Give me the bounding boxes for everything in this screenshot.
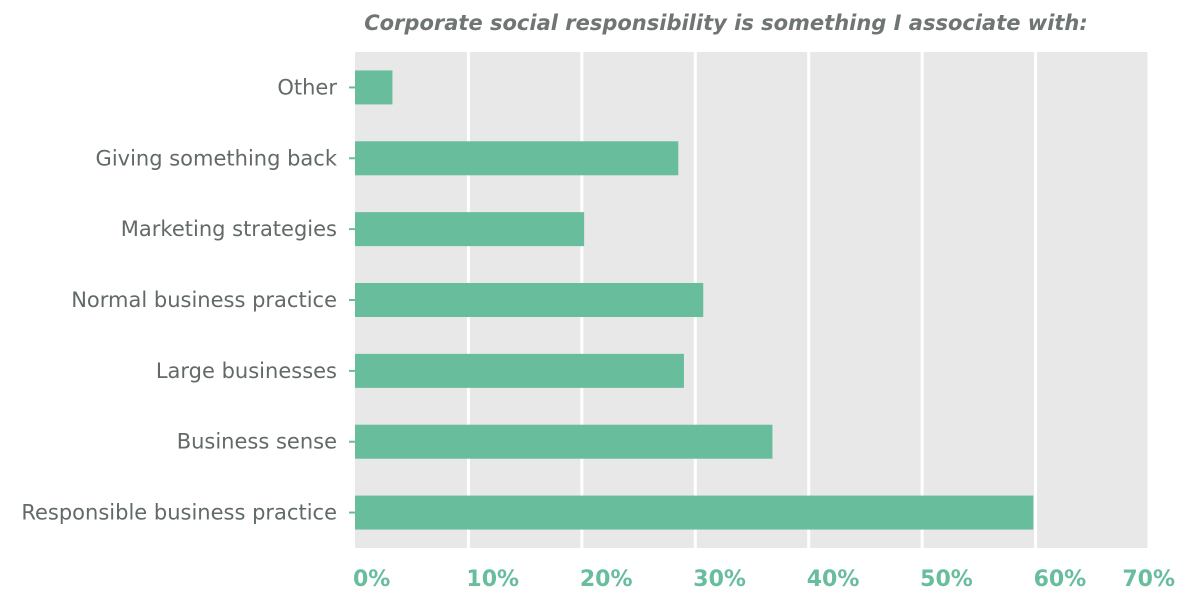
- x-axis-tick-labels: 0% 10% 20% 30% 40% 50% 60% 70%: [353, 567, 1175, 591]
- category-label: Normal business practice: [71, 288, 337, 312]
- x-tick-label: 20%: [580, 567, 633, 591]
- category-label: Other: [277, 75, 337, 99]
- bar: [355, 212, 585, 247]
- x-tick-label: 0%: [353, 567, 390, 591]
- category-label: Business sense: [177, 430, 337, 454]
- bars: [355, 70, 1034, 530]
- x-tick-label: 10%: [466, 567, 519, 591]
- x-tick-label: 30%: [693, 567, 746, 591]
- category-label: Large businesses: [156, 359, 337, 383]
- x-tick-label: 50%: [920, 567, 973, 591]
- chart-title: Corporate social responsibility is somet…: [364, 11, 1088, 35]
- x-tick-label: 40%: [807, 567, 860, 591]
- category-label: Marketing strategies: [121, 217, 337, 241]
- bar: [355, 353, 684, 388]
- x-tick-label: 60%: [1034, 567, 1087, 591]
- bar: [355, 424, 773, 459]
- bar: [355, 141, 679, 176]
- bar: [355, 495, 1034, 530]
- category-label: Giving something back: [96, 146, 338, 170]
- category-labels: Other Giving something back Marketing stra…: [21, 75, 337, 524]
- bar: [355, 283, 704, 317]
- x-tick-label: 70%: [1122, 567, 1175, 591]
- bar: [355, 70, 393, 105]
- y-axis-ticks: [349, 86, 355, 514]
- category-label: Responsible business practice: [21, 501, 337, 525]
